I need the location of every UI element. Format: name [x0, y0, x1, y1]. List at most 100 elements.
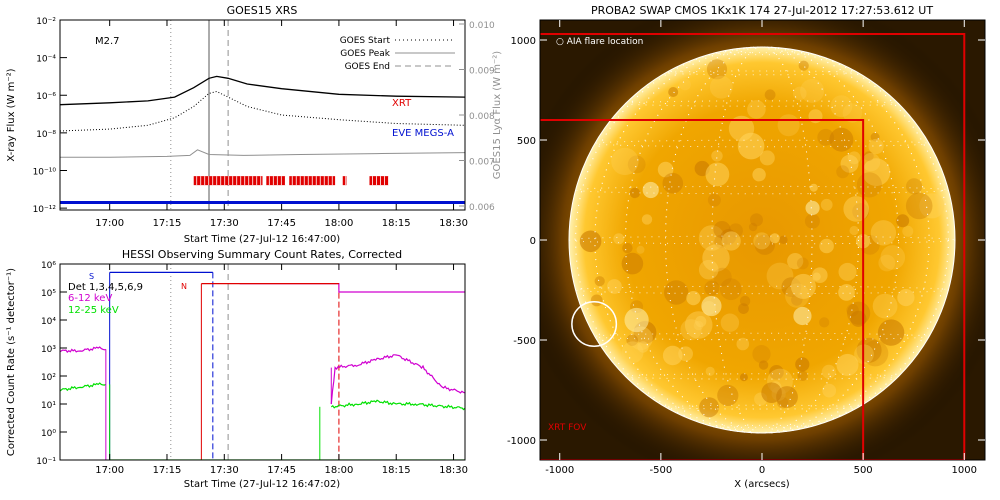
sun-feature — [764, 89, 776, 101]
sun-feature — [819, 238, 834, 254]
hessi-panel: HESSI Observing Summary Count Rates, Cor… — [6, 248, 468, 490]
hessi-ylabel: Corrected Count Rate (s⁻¹ detector⁻¹) — [6, 268, 17, 456]
goes-xlabel: Start Time (27-Jul-12 16:47:00) — [184, 234, 341, 245]
sun-disk — [569, 47, 955, 433]
y-tick-label: 10⁻⁴ — [36, 55, 56, 65]
swap-xlabel: X (arcsecs) — [734, 479, 790, 490]
active-region — [624, 307, 649, 333]
goes-panel: GOES15 XRS 17:00 17:15 17:30 17:45 18:00 18:1… — [6, 4, 503, 245]
x-tick-label: 18:30 — [439, 465, 468, 476]
active-region — [642, 181, 659, 199]
sun-feature — [698, 225, 725, 251]
sun-feature — [613, 233, 625, 245]
sun-feature — [795, 357, 810, 372]
y-tick-label: 10⁴ — [41, 317, 56, 327]
hessi-title: HESSI Observing Summary Count Rates, Cor… — [122, 248, 402, 261]
sun-feature — [880, 245, 906, 270]
sun-feature — [611, 147, 639, 176]
x-tick-label: 500 — [854, 465, 873, 476]
sun-feature — [752, 168, 766, 182]
sun-feature — [668, 87, 679, 97]
sun-feature — [738, 303, 749, 314]
sun-feature — [759, 150, 775, 166]
x-tick-label: 1000 — [952, 465, 977, 476]
sun-feature — [622, 242, 633, 254]
sun-feature — [662, 172, 684, 194]
sun-feature — [709, 75, 733, 99]
sun-feature — [919, 193, 945, 219]
sun-feature — [863, 151, 874, 162]
sun-feature — [699, 397, 720, 418]
legend-12-25: 12-25 keV — [68, 305, 119, 316]
hessi-plot-area — [60, 264, 465, 460]
sun-feature — [736, 337, 750, 351]
sun-feature — [621, 341, 644, 364]
y2-tick-label: 0.006 — [469, 203, 495, 213]
x-tick-label: 17:00 — [95, 218, 124, 229]
longitude-line — [625, 46, 899, 434]
sun-feature — [840, 154, 859, 173]
y-tick-label: 10⁻¹⁰ — [33, 167, 57, 177]
y-tick-label: 10⁰ — [41, 429, 56, 439]
sun-feature — [627, 155, 646, 174]
y-tick-label: 10⁻² — [36, 17, 56, 27]
sun-feature — [704, 280, 720, 296]
sun-feature — [861, 152, 881, 172]
legend-goes-start: GOES Start — [340, 36, 391, 46]
x-tick-label: 17:15 — [153, 465, 182, 476]
x-tick-label: -1000 — [545, 465, 574, 476]
sun-feature — [822, 383, 837, 398]
sun-feature — [817, 128, 835, 146]
sun-feature — [846, 303, 859, 317]
active-region — [805, 200, 820, 216]
sun-feature — [896, 214, 910, 228]
sun-feature — [819, 317, 830, 328]
swap-panel: PROBA2 SWAP CMOS 1Kx1K 174 27-Jul-2012 1… — [507, 4, 986, 490]
sun-feature — [711, 150, 723, 162]
hessi-series-6-12-keV — [330, 354, 465, 405]
sun-feature — [872, 293, 898, 319]
y-tick-label: 1000 — [511, 36, 536, 47]
y-tick-label: 10⁻⁸ — [36, 130, 56, 140]
xrt-bar — [193, 176, 263, 186]
sun-feature — [865, 375, 875, 386]
sun-feature — [737, 132, 765, 160]
sun-feature — [878, 254, 896, 272]
sun-feature — [843, 196, 869, 222]
sun-feature — [693, 320, 704, 331]
y-tick-label: 10⁵ — [41, 289, 56, 299]
sun-feature — [626, 334, 638, 347]
sun-feature — [862, 340, 889, 367]
hessi-series-12-25-keV — [60, 382, 107, 392]
sun-feature — [748, 222, 758, 232]
swap-fov-label: XRT FOV — [548, 423, 587, 433]
x-tick-label: 17:30 — [210, 465, 239, 476]
sun-feature — [761, 382, 782, 404]
hessi-series-12-25-keV — [330, 399, 465, 411]
legend-goes-end: GOES End — [345, 62, 390, 72]
x-tick-label: 17:30 — [210, 218, 239, 229]
sun-feature — [721, 231, 741, 251]
y-tick-label: 10⁻⁶ — [36, 92, 56, 102]
x-tick-label: 18:00 — [325, 218, 354, 229]
sun-feature — [798, 60, 809, 71]
sun-feature — [607, 279, 622, 294]
sun-feature — [856, 172, 883, 198]
sun-feature — [594, 276, 605, 287]
sun-feature — [820, 198, 833, 211]
sun-feature — [713, 221, 731, 239]
sun-feature — [629, 326, 653, 351]
sun-feature — [641, 214, 653, 225]
y-tick-label: 0 — [530, 236, 536, 247]
sun-feature — [758, 360, 769, 370]
sun-feature — [720, 313, 740, 332]
sun-feature — [769, 233, 780, 244]
legend-det: Det 1,3,4,5,6,9 — [68, 282, 143, 293]
xrt-bar — [342, 176, 347, 186]
y2-tick-label: 0.007 — [469, 158, 495, 168]
y-tick-label: 10¹ — [41, 401, 56, 411]
x-tick-label: 17:45 — [267, 218, 296, 229]
sun-feature — [686, 291, 701, 306]
hessi-series-6-12-keV — [60, 346, 106, 353]
sun-feature — [720, 229, 737, 245]
